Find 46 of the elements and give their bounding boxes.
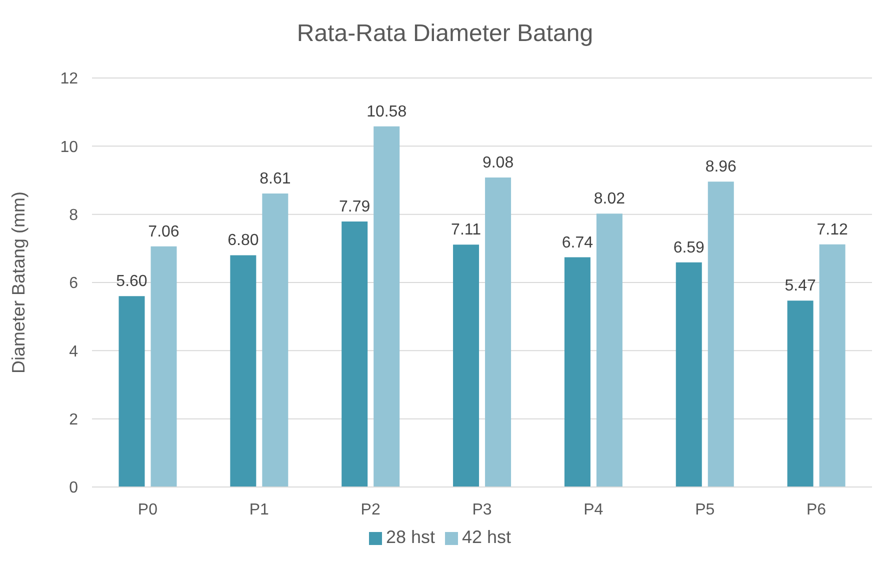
data-label: 8.02 (594, 190, 626, 208)
x-tick-label: P2 (360, 501, 380, 518)
bar (819, 244, 846, 487)
legend-label: 28 hst (386, 527, 435, 547)
data-label: 6.59 (673, 239, 705, 256)
data-label: 9.08 (482, 154, 514, 172)
y-axis-title: Diameter Batang (mm) (8, 191, 28, 374)
y-tick-label: 6 (69, 275, 78, 292)
data-label: 7.12 (816, 221, 848, 238)
data-label: 8.61 (260, 170, 291, 188)
data-label: 7.11 (451, 222, 482, 239)
x-tick-label: P0 (138, 501, 158, 518)
bar (230, 255, 256, 487)
bar (150, 246, 177, 487)
x-tick-label: P5 (695, 501, 715, 518)
chart-title: Rata-Rata Diameter Batang (296, 19, 594, 49)
bar (118, 296, 145, 487)
bar (342, 221, 368, 487)
y-tick-label: 8 (69, 207, 78, 224)
data-label: 6.74 (562, 234, 594, 252)
x-tick-label: P4 (584, 501, 604, 518)
x-tick-label: P3 (472, 501, 492, 518)
y-tick-label: 2 (69, 412, 78, 429)
data-label: 10.58 (366, 103, 407, 120)
bar (485, 178, 512, 487)
bar (596, 214, 622, 487)
bar (708, 182, 734, 487)
legend-label: 42 hst (462, 527, 512, 547)
bar (676, 262, 702, 487)
bar (453, 244, 480, 487)
y-tick-label: 12 (60, 70, 78, 88)
data-label: 7.79 (339, 198, 370, 216)
y-tick-label: 10 (60, 138, 78, 156)
data-label: 7.06 (148, 223, 180, 240)
data-label: 5.60 (116, 273, 148, 290)
data-label: 5.47 (784, 278, 816, 295)
bar (564, 257, 590, 487)
data-label: 8.96 (705, 158, 737, 176)
bar (262, 194, 288, 487)
y-tick-label: 0 (69, 480, 78, 497)
bar (787, 300, 814, 487)
y-tick-label: 4 (69, 343, 78, 360)
data-label: 6.80 (228, 232, 259, 250)
bar (374, 126, 400, 487)
x-tick-label: P6 (806, 501, 826, 518)
x-tick-label: P1 (249, 501, 270, 518)
